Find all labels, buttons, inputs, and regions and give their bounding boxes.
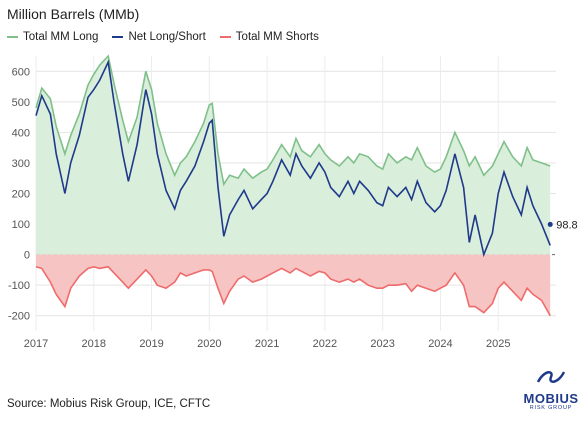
y-tick-label: -200: [8, 311, 30, 323]
legend-label-short: Total MM Shorts: [235, 31, 319, 43]
series-line-total-mm-long: [35, 54, 551, 187]
logo-subtitle: RISK GROUP: [529, 405, 573, 411]
y-tick-label: 600: [12, 66, 30, 78]
mobius-logo-icon: [536, 371, 566, 383]
legend-label-long: Total MM Long: [23, 31, 99, 43]
legend-swatch-long: [7, 36, 18, 38]
legend-swatch-net: [112, 36, 124, 38]
x-tick-label: 2019: [139, 338, 163, 350]
y-tick-label: 100: [12, 219, 30, 231]
net-end-label: 98.8: [556, 219, 577, 231]
y-tick-label: 0: [24, 250, 30, 262]
mobius-logo: MOBIUS RISK GROUP: [518, 368, 584, 411]
x-tick-label: 2023: [370, 338, 394, 350]
legend-item-short: Total MM Shorts: [219, 31, 319, 43]
series-line-net-long-short: [35, 59, 551, 258]
legend-item-long: Total MM Long: [7, 31, 98, 43]
x-tick-label: 2025: [486, 338, 510, 350]
short-area-fill: [36, 254, 551, 316]
y-tick-label: 200: [12, 189, 30, 201]
logo-wordmark: MOBIUS: [523, 391, 579, 406]
source-note: Source: Mobius Risk Group, ICE, CFTC: [7, 398, 211, 410]
x-tick-label: 2024: [428, 338, 452, 350]
y-tick-label: -100: [8, 280, 30, 292]
y-tick-label: 400: [12, 127, 30, 139]
legend-label-net: Net Long/Short: [128, 31, 206, 43]
y-tick-label: 500: [12, 97, 30, 109]
legend-item-net: Net Long/Short: [112, 31, 206, 43]
x-tick-label: 2018: [82, 338, 106, 350]
series-line-total-mm-shorts: [35, 265, 551, 317]
x-tick-label: 2022: [313, 338, 337, 350]
x-tick-label: 2021: [255, 338, 279, 350]
long-area-fill: [36, 56, 551, 255]
chart-title: Million Barrels (MMb): [7, 6, 140, 22]
net-end-point: [547, 221, 553, 227]
legend: Total MM Long Net Long/Short Total MM Sh…: [7, 31, 319, 43]
y-tick-label: 300: [12, 158, 30, 170]
x-tick-label: 2017: [24, 338, 48, 350]
x-tick-label: 2020: [197, 338, 221, 350]
legend-swatch-short: [219, 36, 231, 38]
